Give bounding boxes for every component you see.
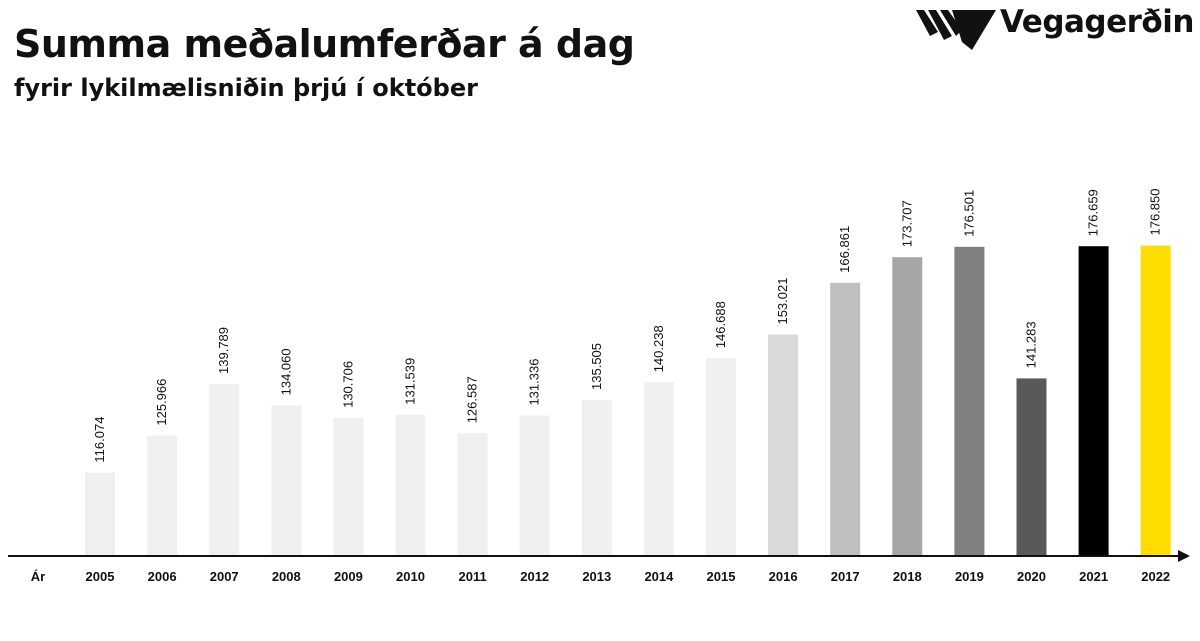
value-label-2017: 166.861 xyxy=(837,226,852,273)
tick-label-2006: 2006 xyxy=(148,569,177,584)
x-axis-arrow-icon xyxy=(1178,550,1190,562)
bar-2022 xyxy=(1140,245,1171,555)
value-label-2009: 130.706 xyxy=(340,361,355,408)
bar-2015 xyxy=(706,358,736,555)
chart-subtitle: fyrir lykilmælisniðin þrjú í október xyxy=(14,74,478,102)
tick-label-2020: 2020 xyxy=(1017,569,1046,584)
tick-label-2011: 2011 xyxy=(458,569,486,584)
value-label-2011: 126.587 xyxy=(465,376,480,423)
value-label-2015: 146.688 xyxy=(713,301,728,348)
bar-2021 xyxy=(1078,246,1109,555)
bar-2020 xyxy=(1016,378,1047,555)
tick-label-2019: 2019 xyxy=(955,569,984,584)
value-label-2006: 125.966 xyxy=(154,379,169,426)
tick-label-2016: 2016 xyxy=(769,569,798,584)
bar-2007 xyxy=(209,384,240,555)
value-label-2018: 173.707 xyxy=(899,200,914,247)
bar-2018 xyxy=(892,257,923,555)
value-label-2016: 153.021 xyxy=(775,278,790,325)
bar-2006 xyxy=(147,435,178,555)
tick-label-2012: 2012 xyxy=(520,569,549,584)
bar-2010 xyxy=(395,414,426,555)
value-label-2013: 135.505 xyxy=(589,343,604,390)
value-label-2012: 131.336 xyxy=(527,359,542,406)
bar-2011 xyxy=(457,433,488,555)
bar-2016 xyxy=(768,334,799,555)
value-label-2014: 140.238 xyxy=(651,325,666,372)
tick-label-2010: 2010 xyxy=(396,569,425,584)
tick-label-2017: 2017 xyxy=(831,569,860,584)
value-label-2021: 176.659 xyxy=(1086,189,1101,236)
value-label-2010: 131.539 xyxy=(403,358,418,405)
tick-label-2018: 2018 xyxy=(893,569,922,584)
bar-2012 xyxy=(519,415,550,555)
bar-2008 xyxy=(271,405,302,555)
tick-label-2007: 2007 xyxy=(210,569,239,584)
tick-label-2008: 2008 xyxy=(272,569,301,584)
tick-label-2009: 2009 xyxy=(334,569,363,584)
brand-name: Vegagerðin xyxy=(1000,4,1194,40)
value-label-2008: 134.060 xyxy=(278,348,293,395)
bar-2014 xyxy=(643,382,674,555)
tick-label-2014: 2014 xyxy=(644,569,674,584)
chart-title: Summa meðalumferðar á dag xyxy=(14,22,635,66)
tick-label-2005: 2005 xyxy=(86,569,115,584)
tick-label-2013: 2013 xyxy=(582,569,611,584)
value-label-2022: 176.850 xyxy=(1148,188,1163,235)
value-label-2005: 116.074 xyxy=(92,417,107,463)
x-axis-label: Ár xyxy=(31,569,45,584)
value-label-2007: 139.789 xyxy=(216,327,231,374)
bar-2019 xyxy=(954,246,985,556)
bar-2009 xyxy=(333,417,364,555)
bar-2005 xyxy=(85,472,115,555)
tick-label-2015: 2015 xyxy=(707,569,736,584)
tick-label-2022: 2022 xyxy=(1141,569,1170,584)
value-label-2019: 176.501 xyxy=(961,190,976,237)
bar-2013 xyxy=(581,400,612,555)
bar-2017 xyxy=(830,282,861,555)
value-label-2020: 141.283 xyxy=(1024,321,1039,368)
vegagerdin-logo-icon xyxy=(916,10,996,50)
tick-label-2021: 2021 xyxy=(1079,569,1108,584)
